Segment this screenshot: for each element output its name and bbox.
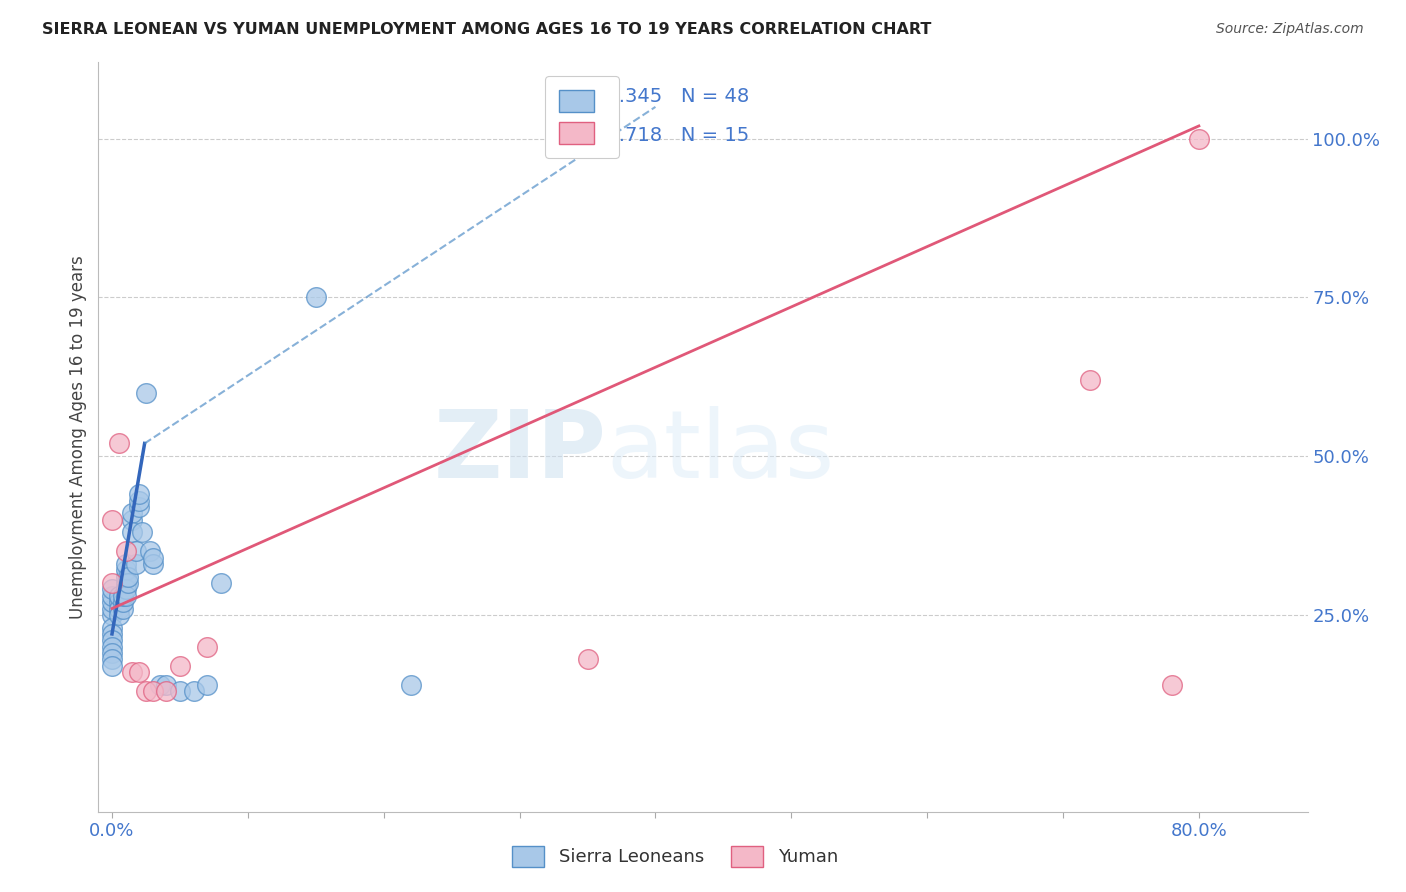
Point	[114, 582, 136, 597]
Point	[101, 576, 124, 591]
Point	[128, 500, 150, 514]
Point	[155, 678, 177, 692]
Point	[131, 525, 153, 540]
Text: R = 0.345   N = 48: R = 0.345 N = 48	[564, 87, 749, 106]
Point	[1188, 131, 1211, 145]
Point	[101, 652, 124, 666]
Point	[107, 607, 129, 622]
Point	[183, 684, 205, 698]
Point	[107, 595, 129, 609]
Y-axis label: Unemployment Among Ages 16 to 19 years: Unemployment Among Ages 16 to 19 years	[69, 255, 87, 619]
Point	[142, 557, 165, 571]
Text: SIERRA LEONEAN VS YUMAN UNEMPLOYMENT AMONG AGES 16 TO 19 YEARS CORRELATION CHART: SIERRA LEONEAN VS YUMAN UNEMPLOYMENT AMO…	[42, 22, 932, 37]
Point	[135, 385, 157, 400]
Point	[101, 595, 124, 609]
Point	[195, 640, 218, 654]
Point	[101, 627, 124, 641]
Point	[121, 513, 143, 527]
Point	[195, 678, 218, 692]
Point	[121, 506, 143, 520]
Text: Source: ZipAtlas.com: Source: ZipAtlas.com	[1216, 22, 1364, 37]
Point	[101, 601, 124, 615]
Point	[121, 525, 143, 540]
Legend: , : ,	[546, 76, 619, 158]
Point	[142, 684, 165, 698]
Point	[101, 582, 124, 597]
Point	[101, 640, 124, 654]
Point	[111, 589, 134, 603]
Point	[1160, 678, 1182, 692]
Legend: Sierra Leoneans, Yuman: Sierra Leoneans, Yuman	[505, 838, 845, 874]
Point	[117, 576, 139, 591]
Point	[1078, 373, 1101, 387]
Point	[107, 589, 129, 603]
Point	[101, 621, 124, 635]
Point	[111, 601, 134, 615]
Point	[114, 557, 136, 571]
Point	[169, 658, 191, 673]
Point	[125, 544, 148, 558]
Point	[117, 570, 139, 584]
Point	[128, 487, 150, 501]
Point	[155, 684, 177, 698]
Point	[101, 513, 124, 527]
Point	[114, 544, 136, 558]
Text: atlas: atlas	[606, 406, 835, 498]
Point	[107, 436, 129, 450]
Point	[114, 563, 136, 577]
Point	[101, 633, 124, 648]
Text: ZIP: ZIP	[433, 406, 606, 498]
Point	[128, 493, 150, 508]
Point	[148, 678, 170, 692]
Point	[114, 576, 136, 591]
Text: R = 0.718   N = 15: R = 0.718 N = 15	[564, 126, 749, 145]
Point	[139, 544, 162, 558]
Point	[114, 570, 136, 584]
Point	[209, 576, 232, 591]
Point	[107, 601, 129, 615]
Point	[121, 665, 143, 679]
Point	[576, 652, 599, 666]
Point	[101, 607, 124, 622]
Point	[101, 589, 124, 603]
Point	[111, 595, 134, 609]
Point	[101, 658, 124, 673]
Point	[114, 589, 136, 603]
Point	[169, 684, 191, 698]
Point	[128, 665, 150, 679]
Point	[125, 557, 148, 571]
Point	[101, 646, 124, 660]
Point	[135, 684, 157, 698]
Point	[305, 290, 328, 304]
Point	[399, 678, 422, 692]
Point	[142, 550, 165, 565]
